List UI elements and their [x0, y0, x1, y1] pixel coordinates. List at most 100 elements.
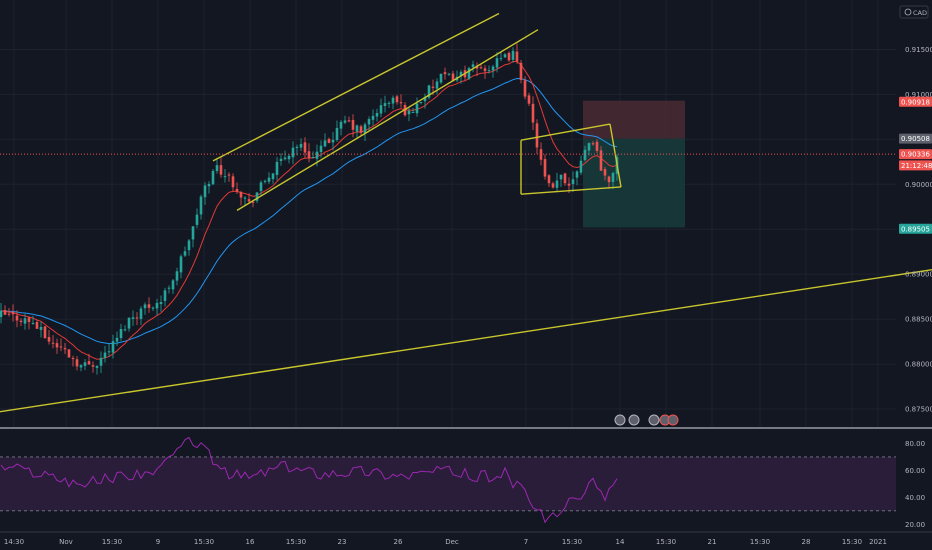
candle-body: [107, 351, 111, 353]
candle-body: [479, 67, 483, 69]
candle-body: [347, 120, 351, 122]
candle-body: [227, 174, 231, 176]
long-short-position-zones[interactable]: [583, 100, 685, 228]
candle-body: [235, 188, 239, 192]
candle-body: [543, 159, 547, 177]
candle-body: [311, 157, 315, 159]
time-axis[interactable]: 14:30 Nov 15:30 9 15:30 16 15:30 23 26 Dec 7 15:30 1…: [4, 538, 887, 546]
currency-selector[interactable]: CAD: [899, 5, 929, 19]
candle: [319, 140, 323, 158]
candle: [603, 166, 607, 181]
candle: [75, 356, 79, 371]
time-tick-label: Nov: [59, 538, 73, 546]
candle: [39, 321, 43, 338]
price-badge: [899, 96, 932, 107]
candle-body: [575, 171, 579, 178]
time-tick-label: 21: [708, 538, 717, 546]
candle: [595, 139, 599, 153]
event-marker-icon[interactable]: [648, 414, 660, 426]
trendline[interactable]: [609, 123, 622, 188]
candle: [267, 172, 271, 185]
candle-body: [487, 70, 491, 72]
candle-body: [507, 52, 511, 61]
trendline[interactable]: [520, 123, 611, 141]
candle: [227, 172, 231, 182]
candle: [0, 303, 3, 324]
candle: [47, 330, 51, 345]
rsi-axis[interactable]: 80.00 60.00 40.00 20.00: [905, 440, 925, 529]
candle: [311, 151, 315, 159]
candle-body: [563, 173, 567, 184]
candle: [91, 361, 95, 373]
candle: [291, 141, 295, 165]
candle-body: [219, 165, 223, 175]
candle: [543, 154, 547, 180]
candle-body: [419, 102, 423, 104]
candle-body: [555, 180, 559, 188]
candle-body: [47, 337, 51, 342]
candle-body: [251, 201, 255, 203]
candle-body: [415, 103, 419, 114]
candle-body: [571, 179, 575, 185]
candle: [531, 96, 535, 130]
candle: [275, 157, 279, 181]
time-tick-label: 2021: [869, 538, 887, 546]
candle: [63, 343, 67, 354]
candle-body: [391, 97, 395, 104]
event-marker-icon[interactable]: [667, 414, 679, 426]
take-profit-zone[interactable]: [583, 138, 685, 228]
candle: [343, 115, 347, 125]
candle: [31, 315, 35, 325]
candle-body: [535, 123, 539, 148]
price-tick-label: 0.90000: [905, 181, 932, 189]
candle-body: [331, 139, 335, 143]
candle: [127, 317, 131, 332]
candle: [459, 69, 463, 84]
candle: [95, 365, 99, 375]
candle: [7, 307, 11, 317]
event-markers[interactable]: [614, 414, 679, 426]
candle-body: [99, 357, 103, 366]
candle-body: [127, 317, 131, 329]
trendline[interactable]: [520, 186, 622, 195]
candle: [471, 60, 475, 73]
candle-body: [527, 95, 531, 104]
candle-body: [511, 50, 515, 60]
candle: [411, 107, 415, 113]
candle: [579, 155, 583, 176]
candle: [23, 313, 27, 330]
candle-body: [267, 177, 271, 182]
event-marker-icon[interactable]: [614, 414, 626, 426]
candle-body: [255, 192, 259, 201]
price-axis[interactable]: 0.915000.910000.905000.900000.895000.890…: [899, 46, 932, 414]
candle: [451, 70, 455, 82]
candle-body: [423, 96, 427, 102]
stop-loss-zone[interactable]: [583, 100, 685, 139]
candle: [191, 225, 195, 248]
trendlines[interactable]: [0, 12, 932, 413]
time-tick-label: 15:30: [286, 538, 306, 546]
candle: [131, 310, 135, 326]
candle-body: [207, 183, 211, 187]
candle: [195, 208, 199, 229]
candle: [391, 95, 395, 110]
candle-body: [387, 102, 391, 104]
candle: [519, 60, 523, 84]
trendline[interactable]: [236, 29, 539, 211]
candle-body: [183, 251, 187, 256]
candle-body: [147, 304, 151, 308]
candle-body: [379, 105, 383, 114]
candle: [399, 94, 403, 108]
candle: [243, 196, 247, 207]
candle-body: [87, 361, 91, 365]
candle-body: [367, 119, 371, 125]
trendline[interactable]: [212, 12, 500, 162]
price-badge-label: 0.90508: [901, 135, 930, 143]
candle-body: [191, 226, 195, 240]
candle: [135, 312, 139, 325]
candle: [19, 318, 23, 327]
trendline[interactable]: [0, 268, 932, 413]
candle-body: [263, 180, 267, 182]
event-marker-icon[interactable]: [628, 414, 640, 426]
